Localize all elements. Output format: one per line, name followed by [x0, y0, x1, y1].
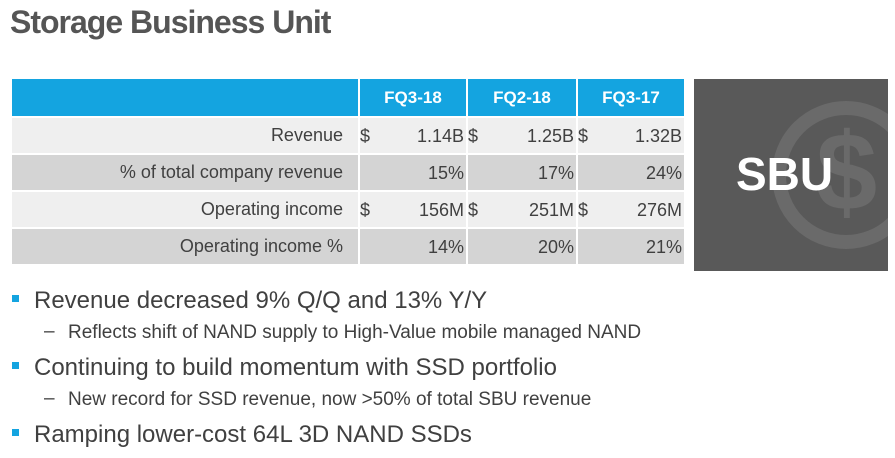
sbu-badge: $ SBU: [694, 79, 888, 271]
currency-sign: $: [360, 126, 371, 146]
column-header: FQ2-18: [466, 79, 576, 116]
table-header-row: FQ3-18 FQ2-18 FQ3-17: [12, 79, 684, 116]
cell-value: 1.14B: [416, 126, 464, 146]
cell-value: 276M: [636, 200, 682, 220]
table-cell: 17%: [466, 153, 576, 190]
cell-value: 251M: [528, 200, 574, 220]
page-title: Storage Business Unit: [10, 4, 331, 40]
bullet-square-icon: [12, 362, 19, 369]
bullet-square-icon: [12, 429, 19, 436]
cell-value: 156M: [418, 200, 464, 220]
row-label: Operating income %: [12, 227, 358, 264]
currency-sign: $: [578, 126, 589, 146]
row-label: % of total company revenue: [12, 153, 358, 190]
table-cell: 14%: [358, 227, 466, 264]
cell-value: 20%: [537, 237, 574, 257]
cell-value: 24%: [645, 163, 682, 183]
table-cell: $251M: [466, 190, 576, 227]
table-cell: 20%: [466, 227, 576, 264]
cell-value: 17%: [537, 163, 574, 183]
table-row: % of total company revenue 15% 17% 24%: [12, 153, 684, 190]
table-row: Operating income $156M $251M $276M: [12, 190, 684, 227]
bullet-text: Continuing to build momentum with SSD po…: [34, 354, 557, 381]
sub-bullet-text: Reflects shift of NAND supply to High-Va…: [68, 322, 642, 343]
sbu-label: SBU: [736, 148, 834, 200]
table-cell: $1.14B: [358, 116, 466, 153]
currency-sign: $: [578, 200, 589, 220]
row-label: Operating income: [12, 190, 358, 227]
table-cell: $1.32B: [576, 116, 684, 153]
table-cell: 24%: [576, 153, 684, 190]
table-cell: 21%: [576, 227, 684, 264]
sub-bullet-text: New record for SSD revenue, now >50% of …: [68, 389, 592, 410]
header-blank-cell: [12, 79, 358, 116]
currency-sign: $: [468, 126, 479, 146]
cell-value: 1.32B: [634, 126, 682, 146]
dash-icon: –: [44, 321, 55, 342]
financial-table: FQ3-18 FQ2-18 FQ3-17 Revenue $1.14B $1.2…: [12, 79, 684, 264]
dollar-coin-icon: $: [816, 111, 878, 234]
currency-sign: $: [360, 200, 371, 220]
currency-sign: $: [468, 200, 479, 220]
table-row: Operating income % 14% 20% 21%: [12, 227, 684, 264]
column-header: FQ3-18: [358, 79, 466, 116]
dash-icon: –: [44, 388, 55, 409]
column-header: FQ3-17: [576, 79, 684, 116]
row-label: Revenue: [12, 116, 358, 153]
cell-value: 15%: [427, 163, 464, 183]
bullet-square-icon: [12, 295, 19, 302]
table-cell: $156M: [358, 190, 466, 227]
table-row: Revenue $1.14B $1.25B $1.32B: [12, 116, 684, 153]
cell-value: 21%: [645, 237, 682, 257]
table-cell: $276M: [576, 190, 684, 227]
table-cell: $1.25B: [466, 116, 576, 153]
table-cell: 15%: [358, 153, 466, 190]
bullet-text: Ramping lower-cost 64L 3D NAND SSDs: [34, 421, 472, 448]
cell-value: 14%: [427, 237, 464, 257]
cell-value: 1.25B: [526, 126, 574, 146]
bullet-text: Revenue decreased 9% Q/Q and 13% Y/Y: [34, 287, 488, 314]
